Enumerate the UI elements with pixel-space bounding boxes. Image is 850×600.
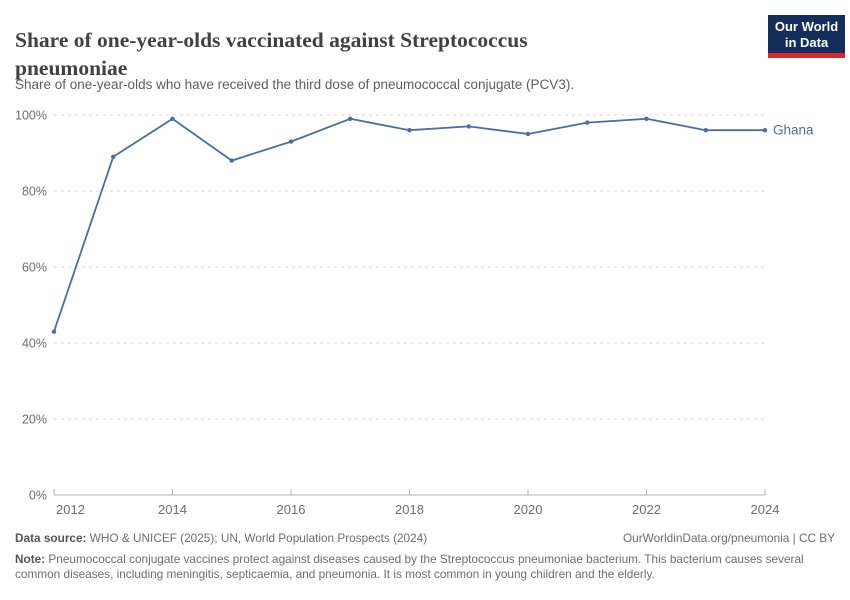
data-point bbox=[348, 116, 353, 121]
y-axis-tick-label: 40% bbox=[22, 337, 47, 351]
owid-logo-line1: Our World bbox=[774, 19, 839, 34]
x-axis-tick-label: 2024 bbox=[751, 502, 780, 517]
chart-footer: Data source: WHO & UNICEF (2025); UN, Wo… bbox=[15, 531, 835, 582]
y-axis-tick-label: 60% bbox=[22, 261, 47, 275]
x-axis-tick-label: 2014 bbox=[158, 502, 187, 517]
x-axis-tick-label: 2020 bbox=[514, 502, 543, 517]
data-source-text: WHO & UNICEF (2025); UN, World Populatio… bbox=[86, 531, 428, 545]
y-axis-tick-label: 0% bbox=[29, 489, 47, 503]
series-label: Ghana bbox=[773, 123, 814, 138]
attribution-link[interactable]: OurWorldinData.org/pneumonia | CC BY bbox=[622, 531, 835, 545]
y-axis-tick-label: 80% bbox=[22, 185, 47, 199]
note-text: Pneumococcal conjugate vaccines protect … bbox=[15, 552, 804, 581]
data-point bbox=[644, 116, 649, 121]
data-line bbox=[53, 117, 766, 333]
owid-logo-line2: in Data bbox=[784, 34, 829, 50]
x-axis-tick-label: 2012 bbox=[56, 502, 85, 517]
data-point bbox=[703, 128, 708, 133]
data-point bbox=[229, 158, 234, 163]
x-axis-tick-label: 2022 bbox=[632, 502, 661, 517]
x-axis-tick-label: 2018 bbox=[395, 502, 424, 517]
page-title: Share of one-year-olds vaccinated agains… bbox=[15, 28, 528, 81]
data-point bbox=[585, 120, 590, 125]
data-source-label: Data source: bbox=[15, 531, 87, 545]
data-point bbox=[288, 139, 294, 144]
data-point bbox=[525, 131, 531, 137]
line-chart: 0% 20% 40% 60% 80% 100% 2012 2014 2016 2018 2020 20… bbox=[15, 109, 814, 518]
data-source: Data source: WHO & UNICEF (2025); UN, Wo… bbox=[15, 531, 427, 546]
note-label: Note: bbox=[15, 552, 46, 566]
data-point bbox=[762, 128, 768, 133]
data-point bbox=[111, 154, 116, 159]
data-point bbox=[51, 329, 57, 334]
data-point bbox=[407, 128, 412, 133]
x-axis-tick-label: 2016 bbox=[277, 502, 306, 517]
data-point bbox=[170, 116, 175, 121]
owid-logo: Our World in Data bbox=[768, 15, 845, 58]
y-axis-tick-label: 20% bbox=[22, 413, 47, 427]
chart-note: Note: Pneumococcal conjugate vaccines pr… bbox=[15, 552, 823, 582]
y-axis-tick-label: 100% bbox=[15, 109, 47, 123]
chart-subtitle: Share of one-year-olds who have received… bbox=[15, 77, 575, 92]
data-point bbox=[466, 124, 471, 129]
